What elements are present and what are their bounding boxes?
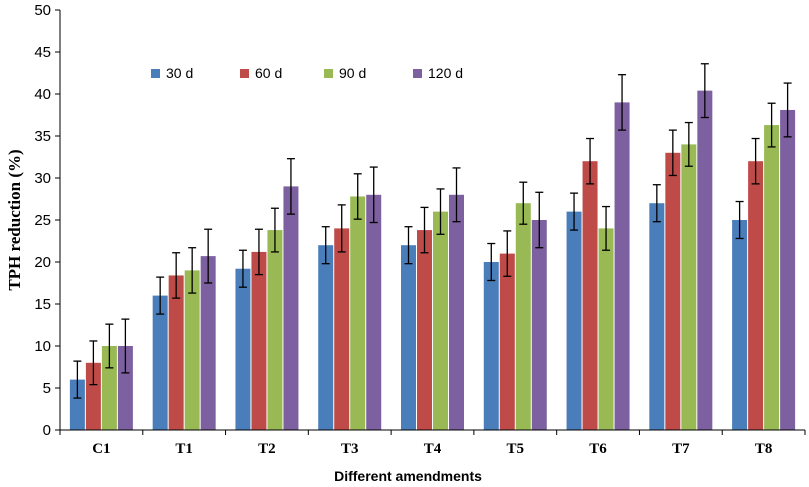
bar	[649, 203, 665, 430]
bar	[566, 211, 582, 430]
bar	[69, 379, 85, 430]
legend-label: 90 d	[339, 65, 366, 81]
legend-swatch	[151, 69, 160, 78]
bar	[366, 194, 382, 430]
bar	[101, 346, 117, 430]
y-tick-label: 20	[34, 254, 51, 271]
bar	[267, 230, 283, 430]
x-tick-label: T5	[507, 441, 525, 457]
x-tick-label: T3	[341, 441, 359, 457]
y-tick-label: 25	[34, 212, 51, 229]
y-tick-label: 45	[34, 44, 51, 61]
legend-label: 60 d	[255, 65, 282, 81]
legend-swatch	[324, 69, 333, 78]
bar	[417, 230, 432, 430]
bar	[449, 194, 464, 430]
bar	[665, 152, 681, 431]
series-120-d	[117, 63, 796, 431]
bar	[614, 102, 630, 431]
bar	[184, 270, 200, 430]
bar	[200, 256, 216, 430]
bar	[350, 196, 366, 430]
bar	[764, 125, 780, 430]
bar	[483, 262, 499, 430]
legend-label: 30 d	[166, 65, 193, 81]
bar	[85, 362, 101, 430]
bar	[283, 186, 299, 430]
bar	[780, 109, 796, 431]
bar-series-group	[69, 63, 796, 431]
bar	[531, 220, 547, 430]
x-tick-label: T4	[424, 441, 442, 457]
series-30-d	[69, 184, 748, 430]
bar	[499, 253, 515, 430]
x-tick-label: T6	[589, 441, 607, 457]
legend: 30 d 60 d 90 d 120 d	[151, 65, 463, 81]
x-tick-label: C1	[92, 441, 110, 457]
legend-swatch	[240, 69, 249, 78]
bar	[732, 220, 748, 430]
bar	[318, 245, 334, 430]
y-tick-label: 35	[34, 128, 51, 145]
y-tick-label: 15	[34, 296, 51, 313]
y-tick-label: 5	[43, 380, 51, 397]
bar	[681, 144, 697, 430]
y-tick-label: 50	[34, 2, 51, 19]
bar	[433, 211, 448, 430]
y-axis-label: TPH reduction (%)	[5, 149, 24, 290]
bar	[334, 228, 350, 430]
series-60-d	[85, 129, 764, 431]
bar	[401, 245, 416, 430]
y-tick-label: 10	[34, 338, 51, 355]
bar	[598, 228, 614, 430]
bar	[152, 295, 168, 430]
y-axis: 0 5 10 15 20 25 30 35 40 45 50	[34, 2, 61, 439]
series-90-d	[101, 102, 780, 430]
legend-label: 120 d	[428, 65, 463, 81]
bar	[251, 251, 267, 430]
y-tick-label: 40	[34, 86, 51, 103]
x-tick-label: T1	[175, 441, 193, 457]
bar	[697, 90, 713, 430]
y-tick-label: 0	[43, 422, 51, 439]
x-tick-label: T2	[258, 441, 276, 457]
x-axis-label: Different amendments	[334, 468, 482, 484]
bar	[748, 161, 764, 430]
y-tick-label: 30	[34, 170, 51, 187]
bar	[582, 161, 598, 430]
bar	[168, 275, 184, 430]
legend-swatch	[413, 69, 422, 78]
x-tick-label: T7	[672, 441, 690, 457]
bar	[515, 203, 531, 430]
bar	[117, 346, 133, 430]
x-tick-label: T8	[755, 441, 773, 457]
x-axis: C1 T1 T2 T3 T4 T5 T6 T7 T8	[59, 429, 806, 457]
bar	[235, 268, 251, 430]
